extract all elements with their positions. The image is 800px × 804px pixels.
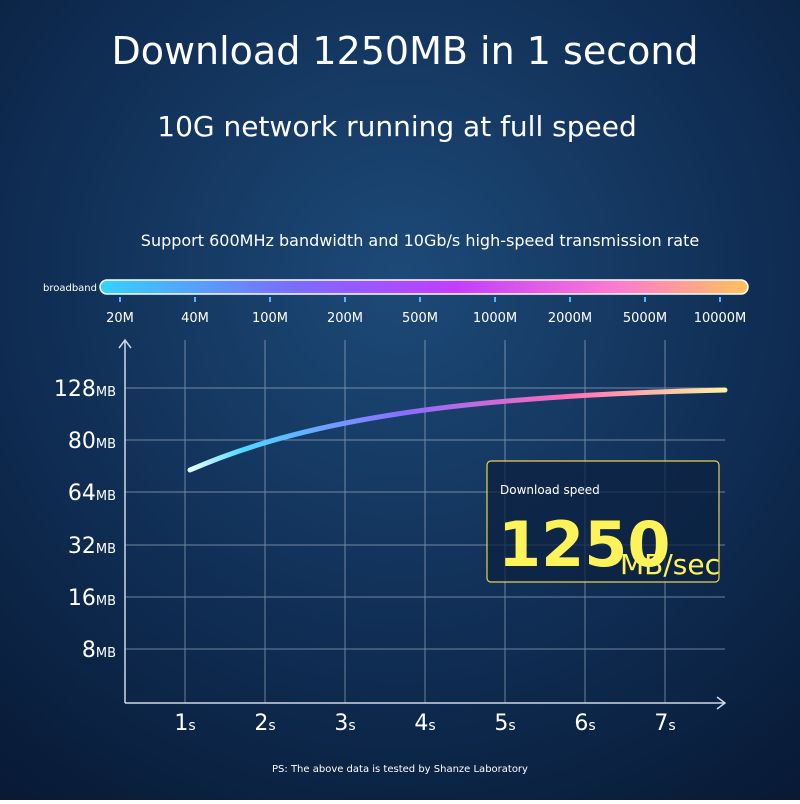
y-number: 128 bbox=[54, 377, 96, 402]
x-label: 2s bbox=[254, 711, 275, 736]
y-label: 32MB bbox=[68, 534, 116, 559]
x-number: 6 bbox=[574, 711, 588, 736]
x-number: 3 bbox=[334, 711, 348, 736]
band-tick-label: 5000M bbox=[623, 311, 667, 326]
callout-box bbox=[486, 460, 720, 583]
band-tick bbox=[569, 297, 571, 302]
footnote: PS: The above data is tested by Shanze L… bbox=[272, 764, 528, 775]
band-tick-label: 40M bbox=[181, 311, 209, 326]
band-tick bbox=[269, 297, 271, 302]
y-number: 32 bbox=[68, 534, 96, 559]
x-label: 6s bbox=[574, 711, 595, 736]
speed-curve bbox=[187, 387, 728, 473]
band-bar bbox=[99, 279, 749, 295]
y-unit: MB bbox=[96, 594, 116, 609]
y-unit: MB bbox=[96, 646, 116, 661]
y-label: 64MB bbox=[68, 481, 116, 506]
band-tick-label: 200M bbox=[327, 311, 363, 326]
band-tick bbox=[494, 297, 496, 302]
x-unit: s bbox=[268, 718, 275, 734]
band-tick bbox=[344, 297, 346, 302]
y-label: 8MB bbox=[82, 638, 116, 663]
band-tick bbox=[719, 297, 721, 302]
x-label: 4s bbox=[414, 711, 435, 736]
y-unit: MB bbox=[96, 542, 116, 557]
band-tick bbox=[419, 297, 421, 302]
y-unit: MB bbox=[96, 489, 116, 504]
band-tick-label: 20M bbox=[106, 311, 134, 326]
y-label: 16MB bbox=[68, 586, 116, 611]
subtitle: 10G network running at full speed bbox=[157, 110, 636, 143]
x-label: 7s bbox=[654, 711, 675, 736]
band-tick bbox=[644, 297, 646, 302]
x-unit: s bbox=[348, 718, 355, 734]
y-unit: MB bbox=[96, 437, 116, 452]
band-tick-label: 100M bbox=[252, 311, 288, 326]
band-tick-label: 500M bbox=[402, 311, 438, 326]
title: Download 1250MB in 1 second bbox=[111, 29, 698, 73]
y-number: 64 bbox=[68, 481, 96, 506]
labels: 20M 40M 100M 200M 500M 1000M 2000M 5000M 10000M 1… bbox=[54, 297, 746, 736]
y-label: 80MB bbox=[68, 429, 116, 454]
band-tick-label: 1000M bbox=[473, 311, 517, 326]
x-number: 7 bbox=[654, 711, 668, 736]
y-number: 8 bbox=[82, 638, 96, 663]
callout-label: Download speed bbox=[500, 483, 600, 497]
y-number: 16 bbox=[68, 586, 96, 611]
caption: Support 600MHz bandwidth and 10Gb/s high… bbox=[141, 231, 699, 250]
callout-unit: MB/sec bbox=[620, 548, 720, 581]
axes bbox=[118, 338, 727, 710]
x-number: 1 bbox=[174, 711, 188, 736]
x-unit: s bbox=[508, 718, 515, 734]
band-label: broadband bbox=[43, 283, 97, 294]
x-number: 5 bbox=[494, 711, 508, 736]
x-label: 5s bbox=[494, 711, 515, 736]
band-tick bbox=[194, 297, 196, 302]
x-number: 4 bbox=[414, 711, 428, 736]
callout-value: 1250 bbox=[498, 508, 671, 581]
x-label: 3s bbox=[334, 711, 355, 736]
x-unit: s bbox=[428, 718, 435, 734]
band-tick-label: 10000M bbox=[694, 311, 747, 326]
y-label: 128MB bbox=[54, 377, 116, 402]
y-unit: MB bbox=[96, 385, 116, 400]
x-unit: s bbox=[668, 718, 675, 734]
band-tick bbox=[119, 297, 121, 302]
x-label: 1s bbox=[174, 711, 195, 736]
x-number: 2 bbox=[254, 711, 268, 736]
x-unit: s bbox=[188, 718, 195, 734]
band-tick-label: 2000M bbox=[548, 311, 592, 326]
x-unit: s bbox=[588, 718, 595, 734]
y-number: 80 bbox=[68, 429, 96, 454]
